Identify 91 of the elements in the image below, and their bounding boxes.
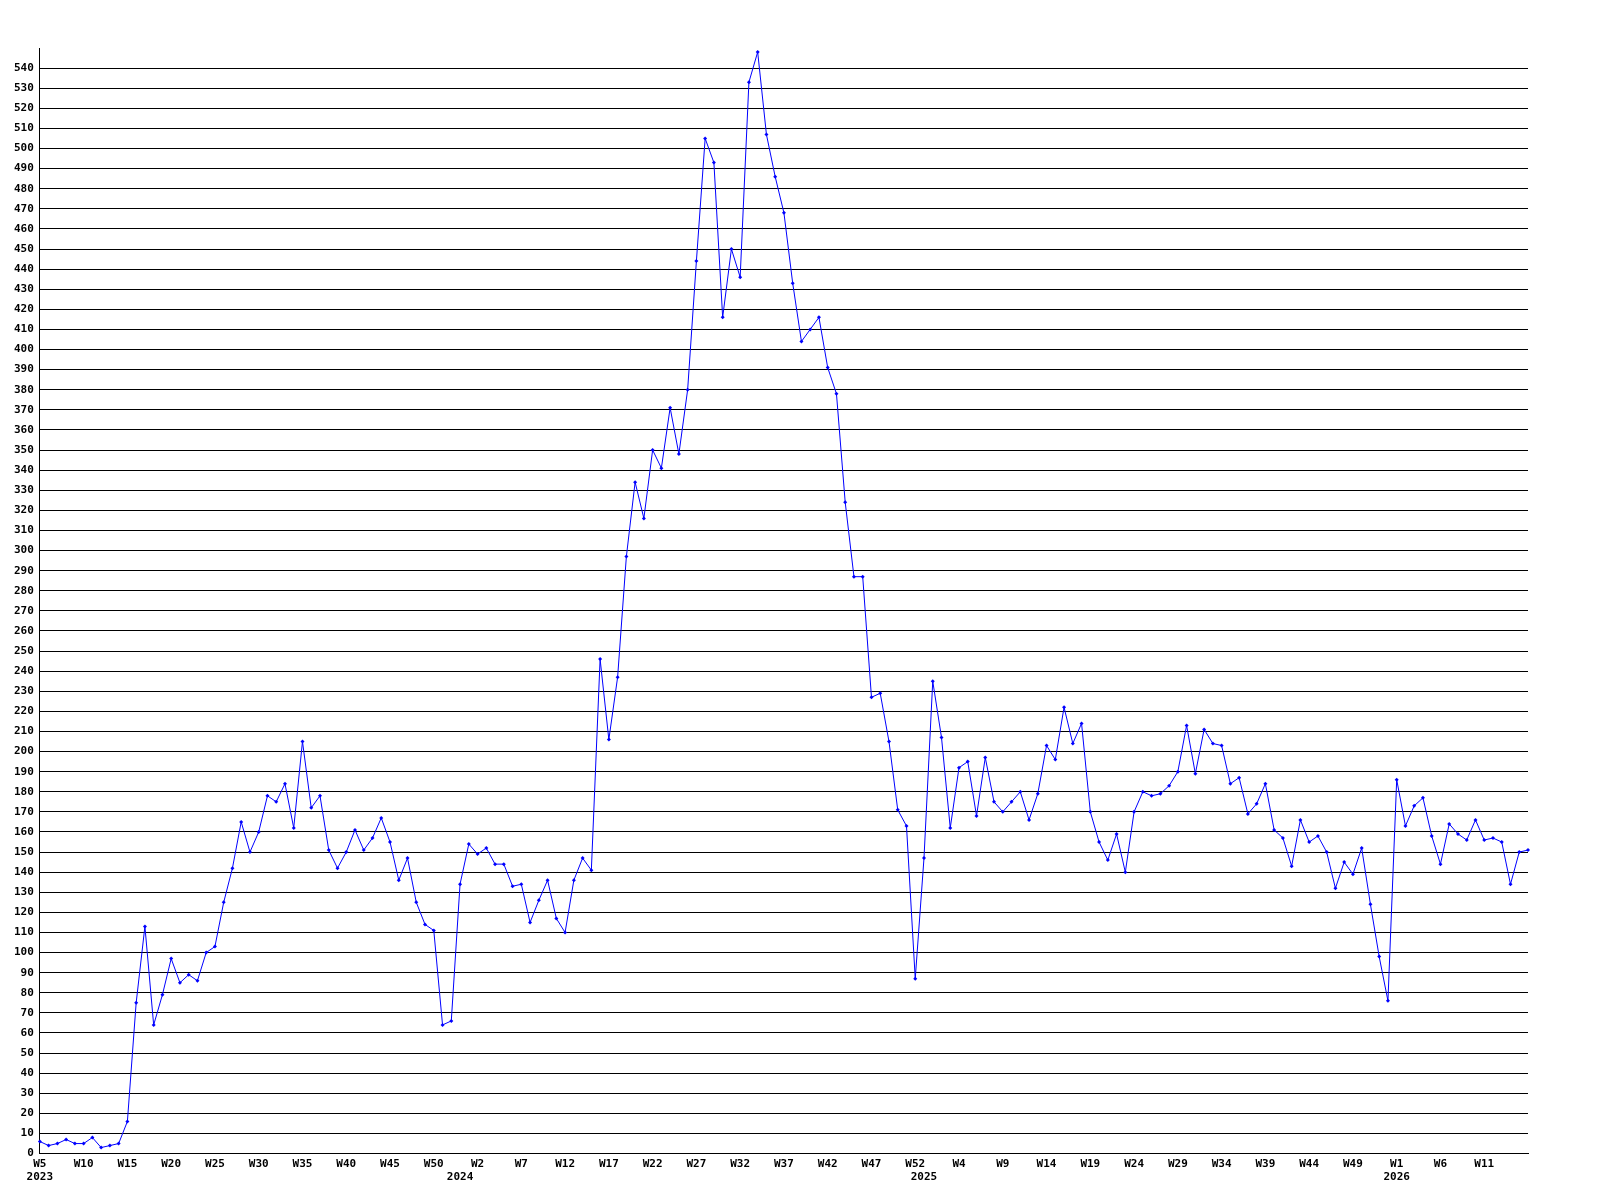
y-tick-label: 140 <box>13 865 34 879</box>
x-tick-label: W37 <box>774 1157 794 1171</box>
x-tick-label: W7 <box>514 1157 528 1171</box>
y-tick-label: 540 <box>13 60 34 74</box>
y-tick-label: 400 <box>13 342 34 356</box>
x-tick-label: W34 <box>1211 1157 1232 1171</box>
y-tick-label: 380 <box>13 382 34 396</box>
x-tick-label: W24 <box>1124 1157 1145 1171</box>
y-tick-label: 500 <box>13 141 34 155</box>
y-tick-label: 40 <box>20 1066 34 1080</box>
y-tick-label: 200 <box>13 744 34 758</box>
y-tick-label: 520 <box>13 101 34 115</box>
y-tick-label: 320 <box>13 503 34 517</box>
y-tick-label: 430 <box>13 282 34 296</box>
y-tick-label: 510 <box>13 121 34 135</box>
y-tick-label: 30 <box>20 1086 34 1100</box>
x-tick-label: W25 <box>205 1157 225 1171</box>
y-tick-label: 250 <box>13 643 34 657</box>
y-tick-label: 330 <box>13 483 34 497</box>
x-tick-label: W35 <box>292 1157 313 1171</box>
x-tick-label: W11 <box>1474 1157 1495 1171</box>
x-tick-label: W32 <box>730 1157 751 1171</box>
y-tick-label: 490 <box>13 161 34 175</box>
x-tick-label: W52 <box>905 1157 926 1171</box>
x-tick-label: W5 2023 <box>26 1157 54 1184</box>
y-tick-label: 50 <box>20 1045 34 1059</box>
y-tick-label: 100 <box>13 945 34 959</box>
y-tick-label: 170 <box>13 804 34 818</box>
x-tick-label: W10 <box>73 1157 94 1171</box>
y-tick-label: 420 <box>13 302 34 316</box>
x-tick-label: W30 <box>248 1157 269 1171</box>
x-tick-label: W12 <box>555 1157 576 1171</box>
x-tick-label: W14 <box>1036 1157 1057 1171</box>
y-tick-label: 20 <box>20 1106 34 1120</box>
x-tick-label: W49 <box>1342 1157 1363 1171</box>
y-tick-label: 270 <box>13 603 34 617</box>
y-tick-label: 10 <box>20 1126 34 1140</box>
x-tick-label: W40 <box>336 1157 357 1171</box>
y-tick-label: 410 <box>13 322 34 336</box>
x-tick-label: W29 <box>1167 1157 1188 1171</box>
y-tick-label: 310 <box>13 523 34 537</box>
x-tick-label: W6 <box>1433 1157 1448 1171</box>
x-tick-label: 2025 <box>910 1170 938 1184</box>
y-tick-label: 230 <box>13 684 34 698</box>
y-tick-label: 470 <box>13 201 34 215</box>
x-tick-label: W44 <box>1299 1157 1320 1171</box>
y-tick-label: 180 <box>13 784 34 798</box>
y-tick-label: 260 <box>13 623 34 637</box>
x-tick-label: W19 <box>1080 1157 1101 1171</box>
y-tick-label: 220 <box>13 704 34 718</box>
y-tick-label: 390 <box>13 362 34 376</box>
x-tick-label: W45 <box>380 1157 400 1171</box>
x-tick-label: W1 2026 <box>1383 1157 1411 1184</box>
y-tick-label: 530 <box>13 81 34 95</box>
y-tick-label: 0 <box>27 1146 34 1160</box>
x-tick-label: W42 <box>817 1157 838 1171</box>
y-tick-label: 210 <box>13 724 34 738</box>
x-tick-label: W27 <box>686 1157 707 1171</box>
x-tick-label: W47 <box>861 1157 882 1171</box>
y-tick-label: 280 <box>13 583 34 597</box>
x-tick-label: 2024 <box>446 1170 474 1184</box>
y-tick-label: 370 <box>13 402 34 416</box>
y-tick-label: 150 <box>13 844 34 858</box>
y-tick-label: 130 <box>13 885 34 899</box>
y-tick-label: 160 <box>13 824 34 838</box>
y-tick-label: 190 <box>13 764 34 778</box>
y-tick-label: 460 <box>13 221 34 235</box>
y-tick-label: 480 <box>13 181 34 195</box>
y-tick-label: 350 <box>13 442 34 456</box>
y-tick-label: 60 <box>20 1025 34 1039</box>
y-tick-label: 110 <box>13 925 34 939</box>
y-tick-label: 90 <box>20 965 34 979</box>
x-tick-label: W50 <box>423 1157 444 1171</box>
y-tick-label: 80 <box>20 985 34 999</box>
y-tick-label: 290 <box>13 563 34 577</box>
x-tick-label: W9 <box>996 1157 1010 1171</box>
x-tick-label: W22 <box>642 1157 663 1171</box>
y-tick-label: 450 <box>13 241 34 255</box>
x-tick-label: W20 <box>161 1157 182 1171</box>
x-tick-label: W2 <box>470 1157 485 1171</box>
x-tick-label: W15 <box>117 1157 138 1171</box>
y-tick-label: 360 <box>13 422 34 436</box>
y-tick-label: 340 <box>13 463 34 476</box>
x-tick-label: W17 <box>598 1157 619 1171</box>
y-tick-label: 300 <box>13 543 34 557</box>
y-tick-label: 70 <box>20 1005 34 1019</box>
x-tick-label: W4 <box>952 1157 967 1171</box>
y-tick-label: 240 <box>13 664 34 678</box>
y-tick-label: 120 <box>13 905 34 919</box>
y-tick-label: 440 <box>13 261 34 275</box>
x-tick-label: W39 <box>1255 1157 1276 1171</box>
